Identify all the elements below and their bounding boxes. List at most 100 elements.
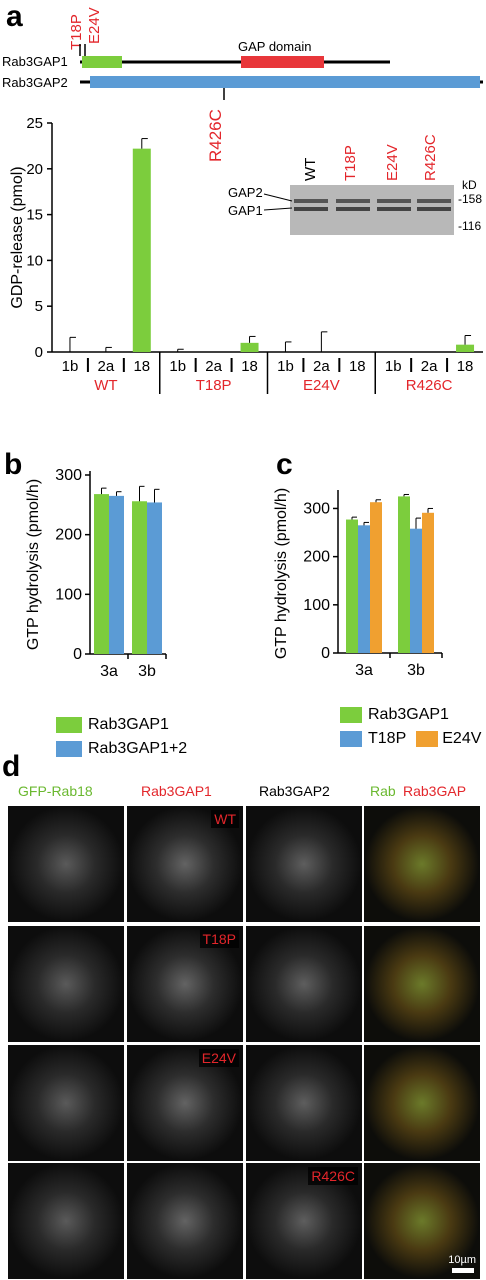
bar: [410, 528, 422, 653]
y-axis-label: GTP hydrolysis (pmol/h): [273, 488, 290, 659]
band-label-gap1: GAP1: [228, 203, 263, 218]
panel-letter-c: c: [276, 448, 293, 481]
marker-116: -116: [458, 219, 482, 233]
marker-158: -158: [458, 192, 483, 206]
scale-bar: [452, 1268, 474, 1273]
chart-a-gdp-release: 0 5 10 15 20 25 GDP-release (pmol) 1b 2a 18 WT 1b 2a…: [9, 115, 483, 394]
row-label: E24V: [198, 1049, 239, 1067]
bar: [132, 148, 151, 352]
bar: [398, 496, 410, 653]
gap-domain-label: GAP domain: [238, 39, 312, 54]
category-label: 18: [349, 358, 366, 375]
micrograph: [364, 1045, 480, 1161]
y-tick-label: 0: [35, 344, 43, 361]
rab3gap2-bar: [90, 76, 480, 88]
category-label: 1b: [62, 358, 79, 375]
group-label: WT: [94, 377, 117, 394]
group-label: T18P: [196, 377, 232, 394]
panel-letter-b: b: [4, 448, 23, 481]
header-gfp-rab18: GFP-Rab18: [18, 783, 93, 799]
blot-inset: WT T18P E24V R426C: [290, 134, 460, 239]
bar: [370, 502, 382, 653]
bar: [240, 342, 259, 352]
category-label: 1b: [385, 358, 402, 375]
blot-lane-label: T18P: [342, 145, 359, 181]
y-tick-label: 100: [55, 586, 82, 603]
micrograph: [8, 1045, 124, 1161]
legend-item: T18P E24V: [340, 730, 486, 754]
legend-item: Rab3GAP1+2: [56, 740, 187, 764]
blot-lane-label: E24V: [384, 144, 401, 181]
micrograph: T18P: [127, 926, 243, 1042]
category-label: 3b: [138, 663, 156, 680]
category-label: 2a: [313, 358, 330, 375]
micrograph: 10µm: [364, 1163, 480, 1279]
legend-label: E24V: [442, 730, 482, 747]
micrograph: [8, 926, 124, 1042]
y-tick-label: 200: [55, 527, 82, 544]
micrograph: WT: [127, 806, 243, 922]
legend-c: Rab3GAP1 T18P E24V: [340, 706, 486, 754]
bar: [109, 495, 124, 654]
bar: [94, 494, 109, 654]
row-label: R426C: [308, 1167, 358, 1185]
micrograph: R426C: [246, 1163, 362, 1279]
micrograph: [246, 1045, 362, 1161]
rab3gap1-n-term-segment: [82, 56, 122, 68]
legend-label: Rab3GAP1: [368, 706, 449, 723]
category-label: 1b: [169, 358, 186, 375]
y-tick-label: 0: [321, 645, 330, 662]
blot-lane-label: R426C: [422, 134, 439, 181]
category-label: 3a: [355, 662, 373, 679]
header-merge-rab: Rab: [370, 783, 396, 799]
row-label: T18P: [199, 930, 239, 948]
y-tick-label: 10: [26, 252, 43, 269]
micrograph: E24V: [127, 1045, 243, 1161]
chart-c-gtp-hydrolysis: 0 100 200 300 GTP hydrolysis (pmol/h) 3a 3b: [273, 488, 443, 679]
legend-item: Rab3GAP1: [340, 706, 486, 730]
scale-bar-label: 10µm: [448, 1254, 476, 1266]
category-label: 2a: [98, 358, 115, 375]
y-tick-label: 25: [26, 115, 43, 132]
legend-label: Rab3GAP1: [88, 716, 169, 733]
category-label: 18: [457, 358, 474, 375]
y-tick-label: 300: [303, 500, 330, 517]
header-rab3gap1: Rab3GAP1: [141, 783, 212, 799]
legend-label: T18P: [368, 730, 407, 747]
category-label: 18: [133, 358, 150, 375]
micrograph: [246, 806, 362, 922]
blot-unit: kD: [462, 178, 477, 192]
y-tick-label: 15: [26, 207, 43, 224]
legend-item: Rab3GAP1: [56, 716, 187, 740]
legend-label: Rab3GAP1+2: [88, 740, 188, 757]
category-label: 2a: [205, 358, 222, 375]
panel-letter-d: d: [2, 750, 21, 783]
y-tick-label: 0: [73, 646, 82, 663]
group-label: R426C: [406, 377, 453, 394]
micrograph: [8, 1163, 124, 1279]
blot-gel: [290, 185, 454, 235]
category-label: 1b: [277, 358, 294, 375]
y-tick-label: 100: [303, 597, 330, 614]
marker-116-value: 116: [462, 219, 482, 233]
bar: [346, 519, 358, 653]
chart-b-gtp-hydrolysis: 0 100 200 300 GTP hydrolysis (pmol/h) 3a 3b: [25, 467, 167, 680]
y-tick-label: 20: [26, 161, 43, 178]
y-axis-label: GDP-release (pmol): [9, 166, 26, 308]
legend-b: Rab3GAP1 Rab3GAP1+2: [56, 716, 187, 764]
bar: [456, 344, 475, 352]
blot-lane-label: WT: [302, 157, 319, 181]
micrograph: [127, 1163, 243, 1279]
group-label: E24V: [303, 377, 340, 394]
micrograph: [364, 926, 480, 1042]
micrograph: [8, 806, 124, 922]
gap-domain-segment: [241, 56, 324, 68]
blot-lanes: [294, 199, 451, 211]
category-label: 2a: [421, 358, 438, 375]
row-label: WT: [211, 810, 239, 828]
micrograph: [364, 806, 480, 922]
category-label: 3b: [407, 662, 425, 679]
y-tick-label: 200: [303, 549, 330, 566]
y-tick-label: 5: [35, 298, 43, 315]
category-label: 18: [241, 358, 258, 375]
